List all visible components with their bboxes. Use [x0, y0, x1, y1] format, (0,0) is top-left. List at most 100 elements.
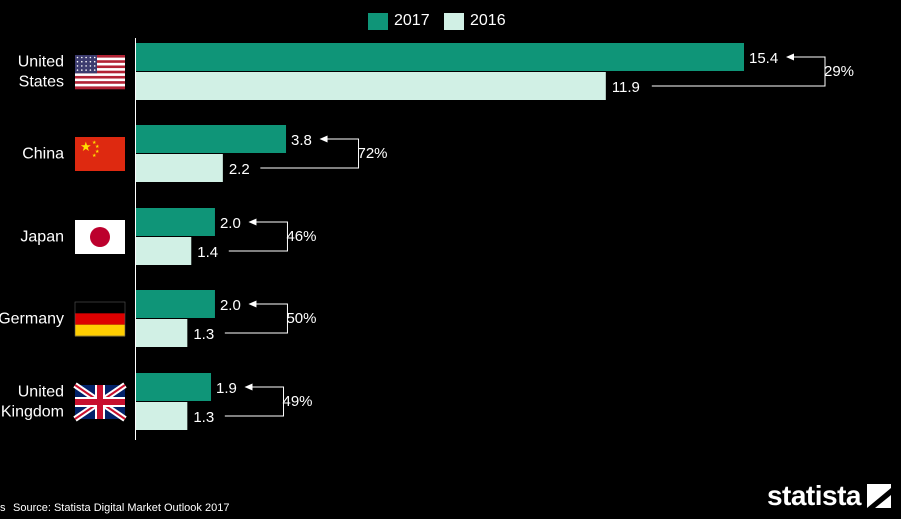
growth-label: 29% — [824, 63, 854, 80]
us-flag-star — [81, 65, 83, 67]
growth-arrow-icon — [244, 383, 253, 391]
value-label-2017: 15.4 — [749, 50, 778, 67]
us-flag-stripe — [75, 78, 125, 82]
category-label: China — [22, 146, 64, 163]
growth-connector — [260, 138, 360, 169]
source-marker: s — [0, 502, 6, 514]
category-label: Japan — [20, 229, 64, 246]
growth-label: 46% — [286, 228, 316, 245]
us-flag-stripe — [75, 57, 125, 61]
bar-2016 — [136, 72, 606, 100]
us-flag-star — [93, 69, 96, 71]
legend-item-2017: 2017 — [368, 11, 430, 31]
us-flag-star — [76, 56, 79, 59]
value-label-2016: 1.3 — [193, 326, 214, 343]
us-flag-star — [81, 60, 83, 63]
us-flag-stripe — [75, 75, 125, 79]
category-label: United — [18, 54, 64, 71]
us-flag-star — [76, 60, 79, 63]
value-label-2017: 2.0 — [220, 215, 241, 232]
category-label: Kingdom — [1, 404, 64, 421]
category-label: States — [19, 74, 64, 91]
bar-2017 — [136, 43, 744, 71]
category-label: United — [18, 384, 64, 401]
value-label-2017: 3.8 — [291, 132, 312, 149]
bar-2017 — [136, 208, 215, 236]
legend-item-2016: 2016 — [444, 11, 506, 31]
legend-label-2016: 2016 — [470, 12, 506, 29]
us-flag-icon — [75, 55, 125, 90]
us-flag-star — [89, 65, 92, 67]
growth-label: 49% — [282, 393, 312, 410]
china-flag-icon: ★ ★★★★ — [75, 137, 125, 171]
uk-flag-icon — [73, 382, 127, 422]
japan-flag-sun — [90, 227, 110, 247]
china-flag-small-star: ★ — [92, 140, 97, 146]
china-flag-big-star: ★ — [80, 139, 92, 154]
us-flag-star — [89, 56, 92, 59]
china-flag-field — [75, 137, 125, 171]
us-flag-stripe — [75, 70, 125, 74]
value-label-2016: 1.3 — [193, 409, 214, 426]
us-flag-stripe — [75, 73, 125, 77]
japan-flag-icon — [75, 220, 125, 254]
growth-connector — [228, 221, 288, 252]
us-flag-star — [85, 60, 87, 63]
china-flag-small-star: ★ — [95, 149, 100, 155]
us-flag-stripe — [75, 62, 125, 66]
value-label-2016: 11.9 — [612, 79, 640, 96]
legend-swatch-2017 — [368, 12, 388, 30]
growth-label: 50% — [286, 310, 316, 327]
bar-2017 — [136, 290, 215, 318]
us-flag-stripe — [75, 83, 125, 87]
bar-2016 — [136, 237, 192, 265]
category-label: Germany — [0, 311, 64, 328]
us-flag-canton — [75, 55, 97, 74]
germany-flag-icon — [74, 301, 126, 337]
bar-2016 — [136, 402, 188, 430]
uk-flag-cross-red — [75, 385, 125, 419]
statista-logo: statista — [767, 480, 891, 512]
bar-2016 — [136, 154, 223, 182]
growth-connector — [224, 303, 288, 334]
us-flag-star — [85, 56, 87, 59]
us-flag-stripe — [75, 86, 125, 90]
legend-swatch-2016 — [444, 12, 464, 30]
growth-connector — [224, 386, 285, 417]
value-label-2017: 2.0 — [220, 297, 241, 314]
growth-connector — [651, 56, 826, 87]
growth-arrow-icon — [319, 135, 328, 143]
value-label-2016: 2.2 — [229, 161, 250, 178]
growth-label: 72% — [358, 145, 388, 162]
us-flag-star — [76, 69, 79, 71]
growth-arrow-icon — [248, 300, 257, 308]
value-label-2017: 1.9 — [216, 380, 237, 397]
germany-flag-red — [75, 313, 125, 325]
china-flag-small-star: ★ — [92, 153, 97, 159]
china-flag-small-star: ★ — [95, 144, 100, 150]
logo-text: statista — [766, 480, 862, 511]
us-flag-stripe — [75, 68, 125, 71]
source-text: Source: Statista Digital Market Outlook … — [13, 502, 230, 514]
bar-2017 — [136, 125, 287, 153]
us-flag-star — [93, 60, 96, 63]
source-note: s Source: Statista Digital Market Outlook… — [0, 502, 229, 514]
us-flag-star — [93, 65, 96, 67]
us-flag-star — [85, 65, 87, 67]
us-flag-star — [81, 56, 83, 59]
bar-2016 — [136, 319, 188, 347]
us-flag-stripe — [75, 60, 125, 64]
germany-flag-gold — [75, 324, 125, 337]
growth-arrow-icon — [786, 53, 794, 61]
us-flag-star — [93, 56, 96, 59]
us-flag-stripe — [75, 65, 125, 69]
us-flag-star — [81, 69, 83, 71]
us-flag-star — [89, 69, 92, 71]
us-flag-star — [85, 69, 87, 71]
germany-flag-border — [74, 301, 126, 337]
us-flag-stripe — [75, 55, 125, 58]
growth-arrow-icon — [248, 218, 257, 226]
us-flag-stripe — [75, 81, 125, 85]
